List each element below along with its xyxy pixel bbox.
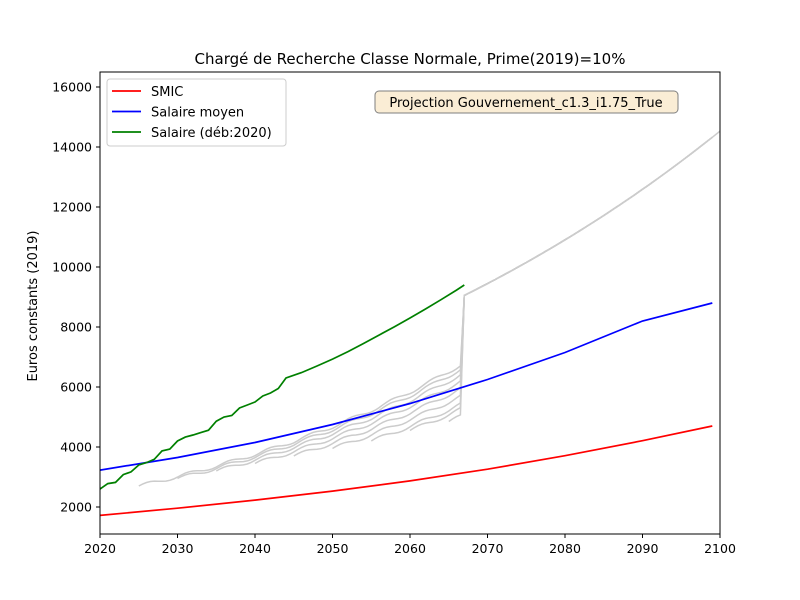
- annotation-text: Projection Gouvernement_c1.3_i1.75_True: [389, 96, 662, 111]
- x-tick-label: 2030: [162, 541, 194, 556]
- background-curve: [138, 274, 504, 487]
- y-tick-label: 14000: [52, 140, 92, 155]
- axes: 2020 2030 2040 2050 2060 2070 2080 2090 2100 2000…: [52, 71, 736, 556]
- annotation-frame: [374, 90, 679, 114]
- x-tick-label: 2020: [84, 541, 116, 556]
- y-tick-label: 6000: [60, 380, 92, 395]
- series-line-1: [100, 302, 713, 471]
- annotation-box: Projection Gouvernement_c1.3_i1.75_True: [374, 90, 679, 114]
- legend-frame: [106, 78, 287, 147]
- y-tick-label: 16000: [52, 80, 92, 95]
- chart-title: Chargé de Recherche Classe Normale, Prim…: [195, 50, 626, 68]
- background-curves: [138, 130, 720, 487]
- legend-label: SMIC: [151, 85, 183, 100]
- y-tick-label: 12000: [52, 200, 92, 215]
- legend-label: Salaire moyen: [151, 106, 244, 121]
- background-curve: [332, 148, 698, 450]
- y-axis-label: Euros constants (2019): [26, 230, 41, 381]
- y-tick-label: 10000: [52, 260, 92, 275]
- y-tick-label: 4000: [60, 440, 92, 455]
- series-line-2: [100, 284, 465, 490]
- background-curve: [215, 229, 581, 472]
- x-tick-label: 2090: [627, 541, 659, 556]
- background-curve: [409, 136, 713, 432]
- background-envelope: [463, 130, 720, 297]
- x-tick-label: 2080: [549, 541, 581, 556]
- legend: SMIC Salaire moyen Salaire (déb:2020): [106, 78, 287, 147]
- series-line-0: [100, 425, 713, 517]
- x-tick-label: 2060: [394, 541, 426, 556]
- background-curve: [370, 136, 713, 442]
- series-lines: [100, 284, 713, 517]
- y-tick-label: 2000: [60, 500, 92, 515]
- background-curve: [177, 252, 543, 480]
- x-tick-label: 2050: [317, 541, 349, 556]
- x-tick-label: 2040: [239, 541, 271, 556]
- background-curve: [254, 204, 620, 465]
- x-tick-label: 2070: [472, 541, 504, 556]
- x-tick-label: 2100: [704, 541, 736, 556]
- legend-label: Salaire (déb:2020): [151, 126, 272, 141]
- background-curve: [293, 177, 659, 457]
- y-tick-label: 8000: [60, 320, 92, 335]
